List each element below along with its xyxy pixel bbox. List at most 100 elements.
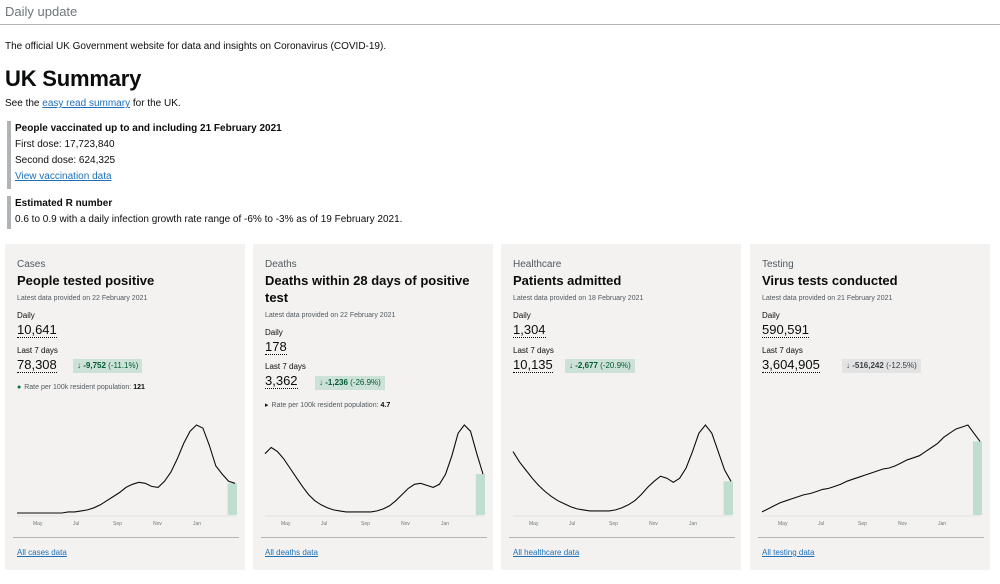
- card-divider: [13, 537, 239, 538]
- healthcare-trend-chart: May Jul Sep Nov Jan: [512, 424, 733, 527]
- trend-line: [512, 424, 732, 512]
- x-tick-label: Jul: [73, 521, 79, 527]
- change-badge: ↓ -2,677 (-20.9%): [565, 359, 635, 373]
- rate-label: Rate per 100k resident population:: [271, 402, 379, 409]
- page-title: UK Summary: [5, 66, 142, 91]
- recent-period-band: [723, 481, 733, 515]
- change-value: -9,752: [83, 361, 106, 370]
- rate-value: 4.7: [380, 402, 391, 409]
- r-number-text: 0.6 to 0.9 with a daily infection growth…: [15, 214, 403, 225]
- second-dose: Second dose: 624,325: [15, 155, 116, 166]
- daily-label: Daily: [513, 311, 531, 320]
- change-percent: (-12.5%): [886, 361, 917, 370]
- daily-label: Daily: [17, 311, 35, 320]
- x-tick-label: Jul: [321, 521, 327, 527]
- testing-trend-chart: May Jul Sep Nov Jan: [761, 424, 982, 527]
- card-divider: [509, 537, 735, 538]
- x-tick-label: Jul: [569, 521, 575, 527]
- change-badge: ↓ -1,236 (-26.9%): [315, 376, 385, 390]
- deaths-trend-chart: May Jul Sep Nov Jan: [264, 424, 485, 527]
- x-tick-label: Sep: [113, 521, 122, 527]
- card-title[interactable]: Deaths within 28 days of positive test: [265, 273, 470, 305]
- change-value: -2,677: [575, 361, 598, 370]
- change-percent: (-26.9%): [350, 378, 381, 387]
- change-value: -516,242: [852, 361, 884, 370]
- card-title[interactable]: Virus tests conducted: [762, 273, 898, 288]
- all-deaths-link[interactable]: All deaths data: [265, 548, 318, 557]
- view-vaccination-data-link[interactable]: View vaccination data: [15, 171, 112, 182]
- card-title[interactable]: People tested positive: [17, 273, 155, 288]
- arrow-down-icon: ↓: [846, 361, 850, 370]
- x-tick-label: Sep: [609, 521, 618, 527]
- r-number-title: Estimated R number: [15, 198, 113, 209]
- intro-text: The official UK Government website for d…: [5, 41, 387, 52]
- daily-label: Daily: [265, 328, 283, 337]
- change-badge: ↓ -9,752 (-11.1%): [73, 359, 143, 373]
- x-tick-label: Jan: [938, 521, 946, 527]
- arrow-down-icon: ↓: [319, 378, 323, 387]
- r-number-panel: Estimated R number 0.6 to 0.9 with a dai…: [7, 196, 402, 229]
- card-deaths: Deaths Deaths within 28 days of positive…: [253, 244, 493, 570]
- week-label: Last 7 days: [513, 346, 554, 355]
- triangle-right-icon: ▸: [265, 402, 269, 409]
- card-healthcare: Healthcare Patients admitted Latest data…: [501, 244, 741, 570]
- daily-value[interactable]: 178: [265, 339, 287, 355]
- bullet-icon: ●: [17, 384, 22, 391]
- breadcrumb[interactable]: Daily update: [5, 4, 78, 19]
- x-tick-label: May: [529, 521, 539, 527]
- change-percent: (-11.1%): [108, 361, 139, 370]
- change-value: -1,236: [325, 378, 348, 387]
- daily-label: Daily: [762, 311, 780, 320]
- summary-cards: Cases People tested positive Latest data…: [5, 244, 995, 572]
- x-tick-label: Sep: [858, 521, 867, 527]
- change-badge: ↓ -516,242 (-12.5%): [842, 359, 921, 373]
- card-category: Healthcare: [513, 259, 562, 270]
- latest-date: Latest data provided on 18 February 2021: [513, 295, 644, 302]
- arrow-down-icon: ↓: [77, 361, 81, 370]
- summary-line: See the easy read summary for the UK.: [5, 98, 181, 109]
- card-title[interactable]: Patients admitted: [513, 273, 622, 288]
- card-divider: [261, 537, 487, 538]
- all-healthcare-link[interactable]: All healthcare data: [513, 548, 580, 557]
- week-value[interactable]: 3,362: [265, 373, 298, 389]
- week-label: Last 7 days: [17, 346, 58, 355]
- vaccination-panel: People vaccinated up to and including 21…: [7, 121, 282, 189]
- rate-line: ▸ Rate per 100k resident population: 4.7: [265, 401, 390, 409]
- easy-read-summary-link[interactable]: easy read summary: [42, 98, 131, 109]
- x-tick-label: Jul: [818, 521, 824, 527]
- daily-value[interactable]: 590,591: [762, 322, 809, 338]
- x-tick-label: Nov: [401, 521, 410, 527]
- daily-value[interactable]: 10,641: [17, 322, 57, 338]
- all-cases-link[interactable]: All cases data: [17, 548, 67, 557]
- recent-period-band: [475, 474, 485, 515]
- week-label: Last 7 days: [762, 346, 803, 355]
- week-value[interactable]: 78,308: [17, 357, 57, 373]
- x-tick-label: May: [281, 521, 291, 527]
- x-tick-label: Jan: [689, 521, 697, 527]
- x-tick-label: May: [778, 521, 788, 527]
- arrow-down-icon: ↓: [569, 361, 573, 370]
- card-category: Testing: [762, 259, 794, 270]
- x-tick-label: Sep: [361, 521, 370, 527]
- summary-suffix: for the UK.: [130, 98, 181, 109]
- x-tick-label: May: [33, 521, 43, 527]
- all-testing-link[interactable]: All testing data: [762, 548, 815, 557]
- x-tick-label: Nov: [153, 521, 162, 527]
- change-percent: (-20.9%): [600, 361, 631, 370]
- latest-date: Latest data provided on 22 February 2021: [17, 295, 148, 302]
- latest-date: Latest data provided on 22 February 2021: [265, 312, 396, 319]
- trend-line: [264, 424, 484, 513]
- recent-period-band: [227, 483, 237, 515]
- week-value[interactable]: 3,604,905: [762, 357, 820, 373]
- card-cases: Cases People tested positive Latest data…: [5, 244, 245, 570]
- cases-trend-chart: May Jul Sep Nov Jan: [17, 424, 237, 527]
- x-tick-label: Jan: [193, 521, 201, 527]
- trend-line: [761, 424, 981, 513]
- vaccination-title: People vaccinated up to and including 21…: [15, 123, 282, 134]
- card-category: Cases: [17, 259, 46, 270]
- summary-prefix: See the: [5, 98, 43, 109]
- rate-line: ● Rate per 100k resident population: 121: [17, 384, 145, 391]
- week-value[interactable]: 10,135: [513, 357, 553, 373]
- daily-value[interactable]: 1,304: [513, 322, 546, 338]
- recent-period-band: [972, 441, 982, 515]
